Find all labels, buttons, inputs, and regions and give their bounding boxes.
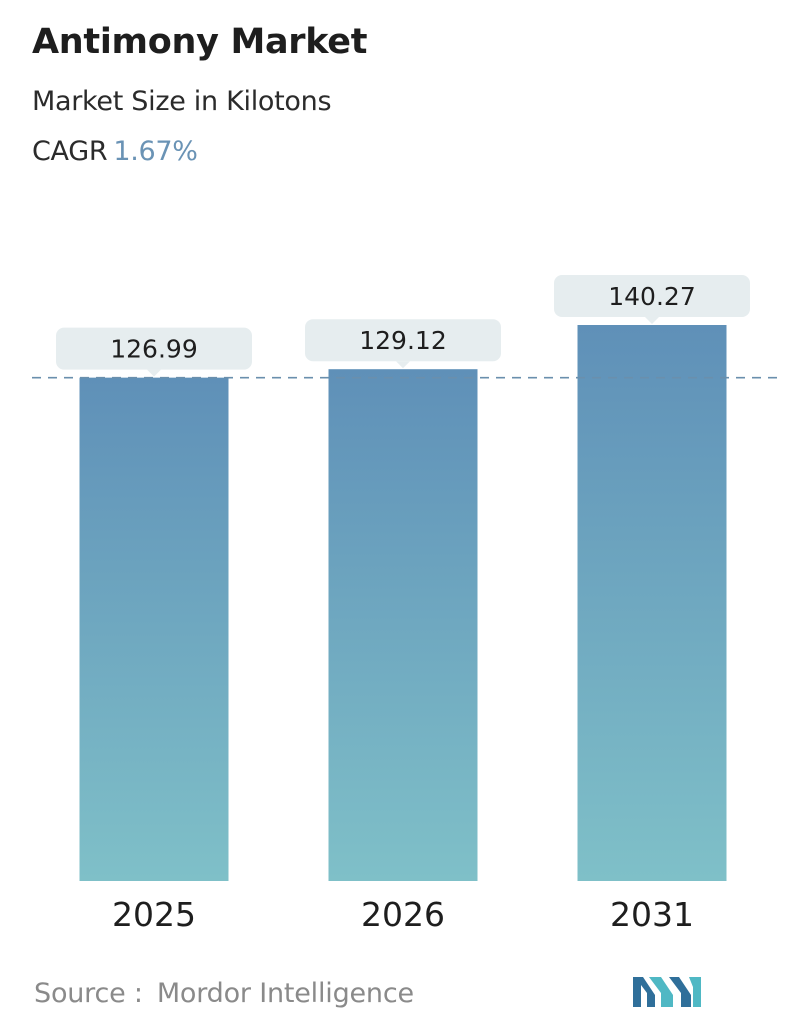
bar-2025 — [79, 377, 229, 881]
value-label-text: 140.27 — [608, 282, 695, 311]
bar-2026 — [328, 369, 478, 881]
chart-subtitle: Market Size in Kilotons — [32, 86, 332, 117]
value-label-pointer — [396, 361, 410, 369]
cagr-value: 1.67% — [113, 136, 198, 167]
value-labels-layer: 126.99 129.12 140.27 — [56, 275, 750, 377]
value-label-2026: 129.12 — [305, 319, 501, 369]
bars-layer — [79, 325, 727, 881]
bar-chart: 126.99 129.12 140.27 2025 2026 2031 — [32, 275, 784, 934]
value-label-box — [56, 327, 252, 370]
value-label-2031: 140.27 — [554, 275, 750, 324]
value-label-box — [305, 319, 501, 362]
value-label-text: 129.12 — [359, 326, 446, 355]
source-label: Source : — [34, 978, 143, 1009]
cagr-label: CAGR — [32, 136, 108, 167]
mordor-intelligence-logo-icon — [633, 977, 701, 1007]
source-line: Source : Mordor Intelligence — [34, 978, 414, 1009]
value-label-box — [554, 275, 750, 317]
x-tick-label-2026: 2026 — [361, 895, 445, 934]
cagr-line: CAGR 1.67% — [32, 136, 198, 167]
value-label-pointer — [645, 317, 659, 324]
x-tick-label-2025: 2025 — [112, 895, 196, 934]
bar-2031 — [577, 325, 727, 881]
chart-title: Antimony Market — [32, 22, 368, 62]
value-label-pointer — [147, 369, 161, 377]
value-label-2025: 126.99 — [56, 327, 252, 377]
value-label-text: 126.99 — [110, 335, 197, 364]
source-name: Mordor Intelligence — [156, 978, 414, 1009]
x-tick-labels-layer: 2025 2026 2031 — [112, 895, 694, 934]
x-tick-label-2031: 2031 — [610, 895, 694, 934]
